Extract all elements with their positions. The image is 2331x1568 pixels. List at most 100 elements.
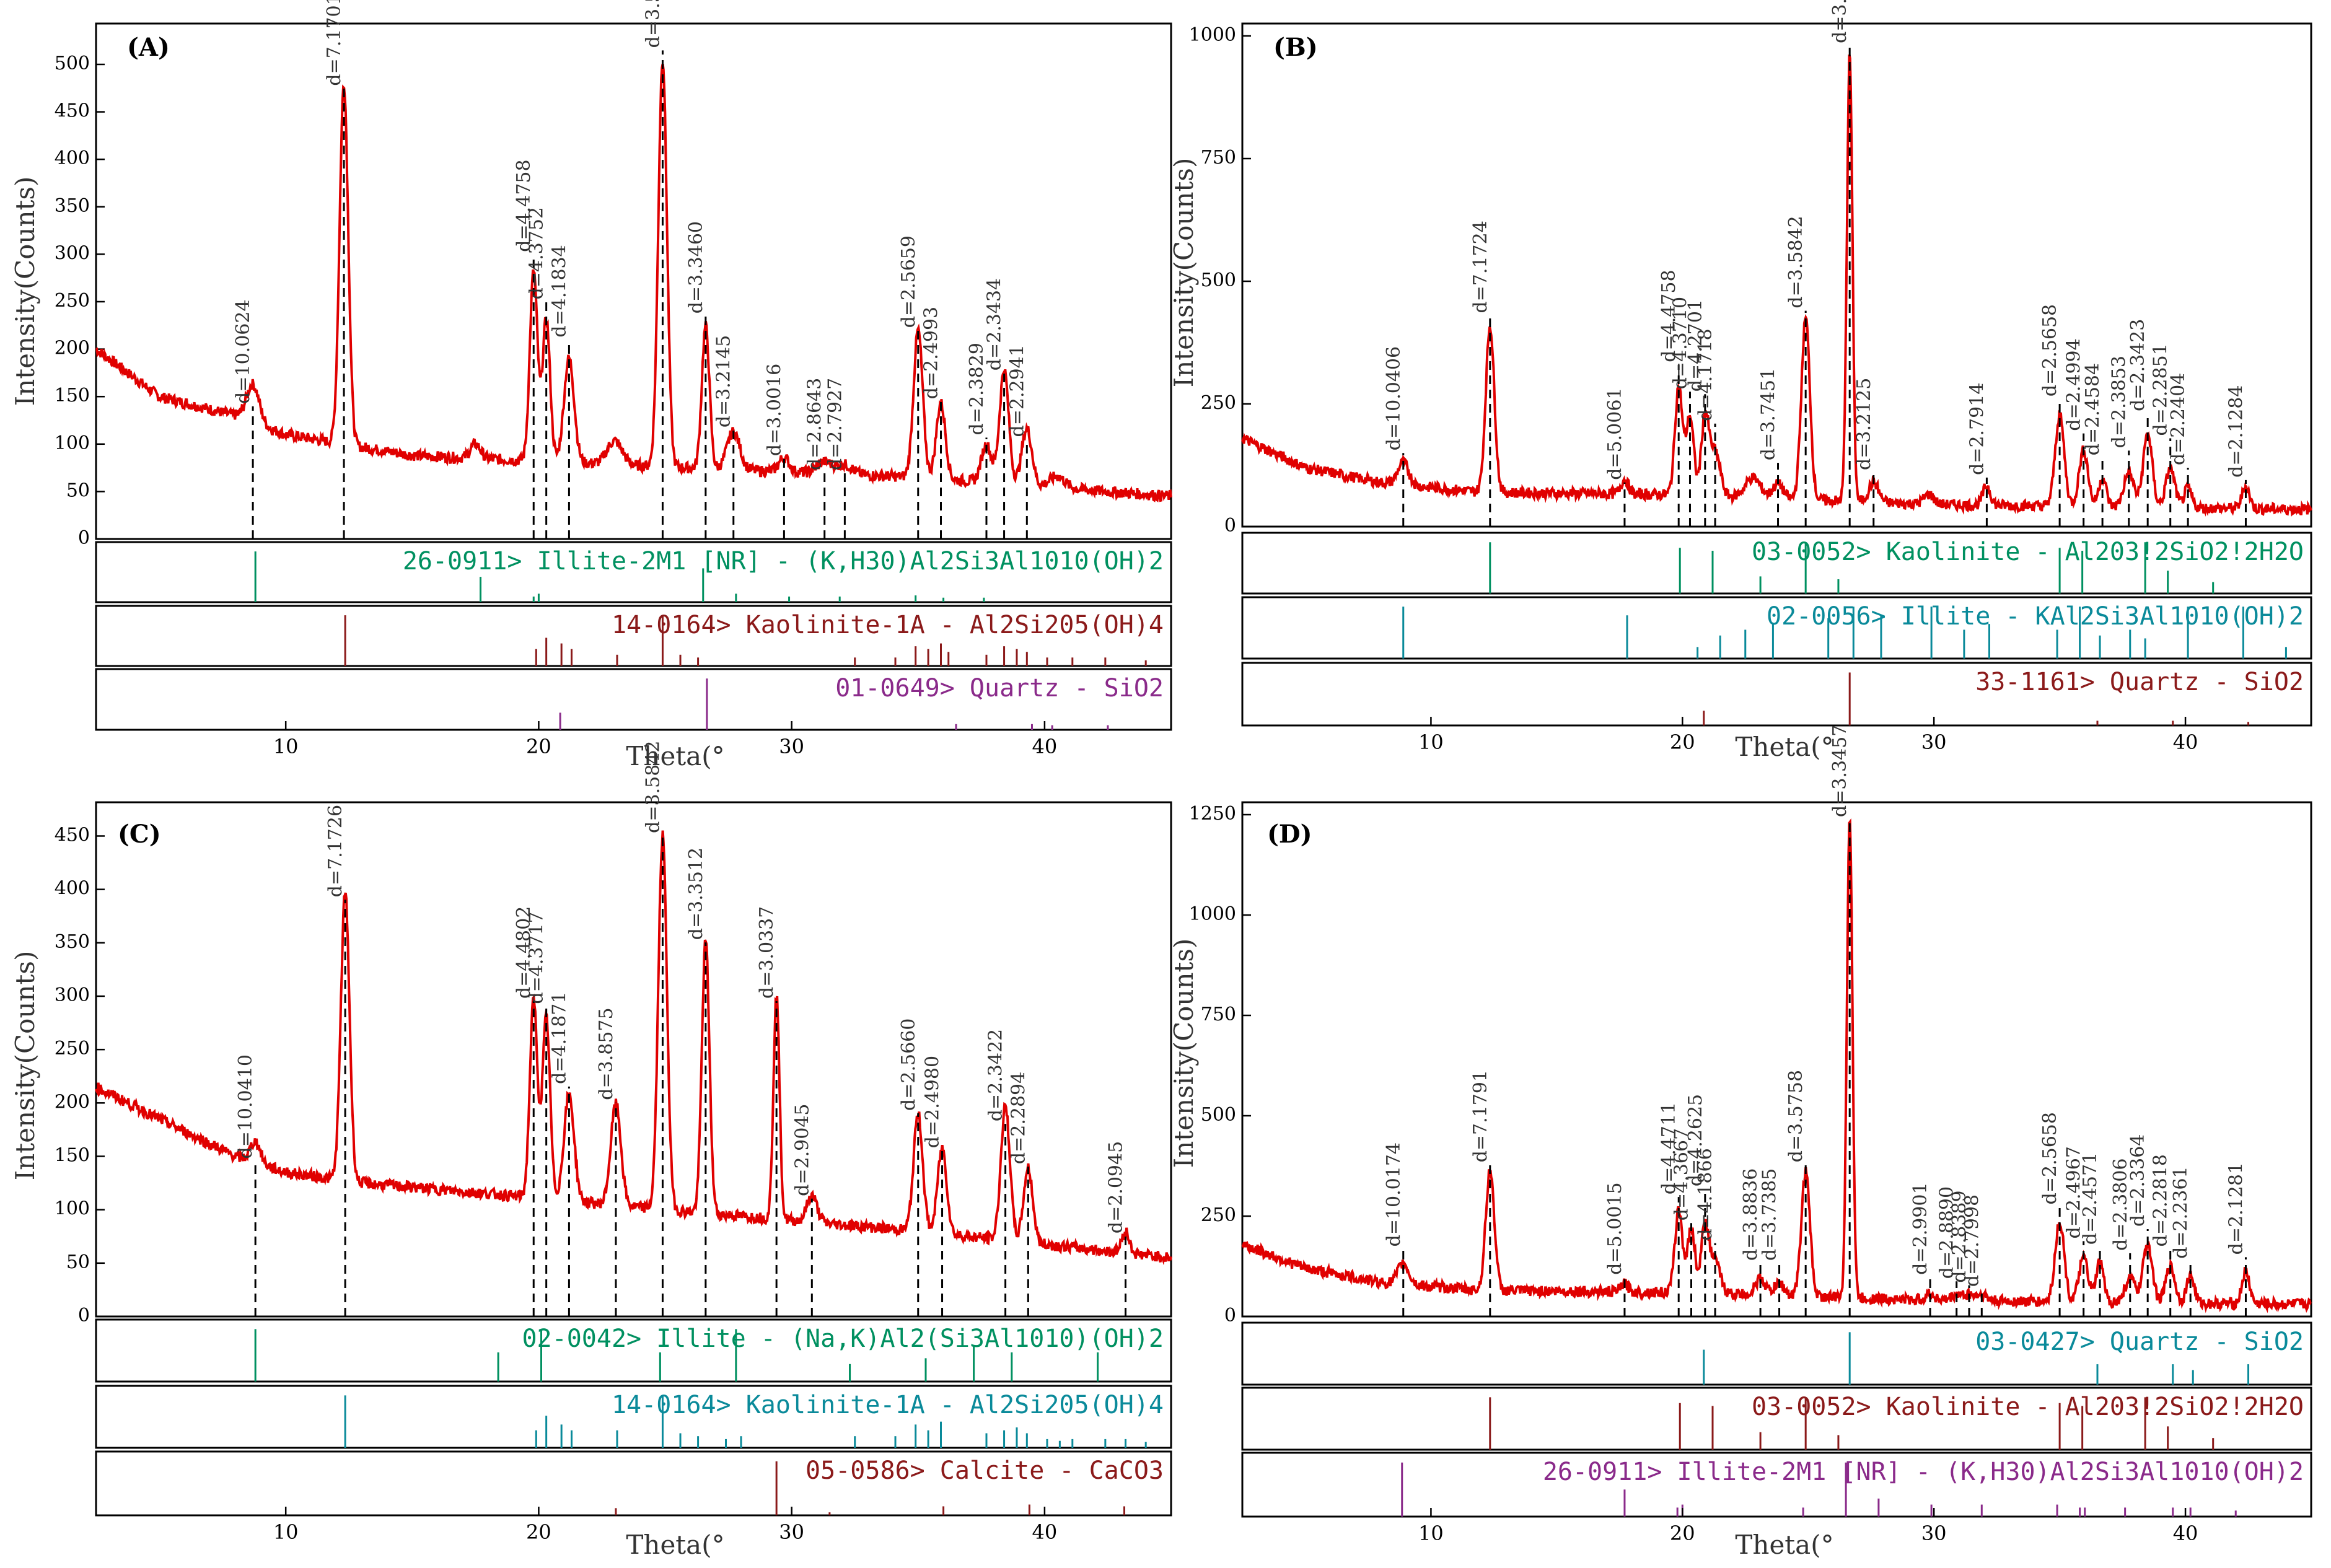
peak-d-spacing-label: d=3.7451 xyxy=(1758,368,1780,460)
peak-d-spacing-label: d=5.0061 xyxy=(1604,387,1626,480)
diffraction-pattern xyxy=(1241,54,2312,517)
peak-d-spacing-label: d=2.9045 xyxy=(791,1103,813,1196)
y-axis-title: Intensity(Counts) xyxy=(10,951,40,1181)
peak-d-spacing-label: d=3.5842 xyxy=(1785,216,1807,308)
x-tick-label: 40 xyxy=(2173,730,2198,754)
peak-d-spacing-label: d=4.3752 xyxy=(526,207,548,299)
x-tick-label: 40 xyxy=(1032,735,1058,758)
peak-d-spacing-label: d=3.5758 xyxy=(1785,1070,1807,1162)
y-axis-title: Intensity(Counts) xyxy=(10,177,40,406)
peak-d-spacing-label: d=10.0174 xyxy=(1383,1142,1405,1246)
y-tick-label: 200 xyxy=(55,1091,90,1113)
peak-d-spacing-label: d=4.3667 xyxy=(1671,1128,1693,1220)
y-tick-label: 300 xyxy=(55,242,90,264)
x-tick-label: 30 xyxy=(779,735,804,758)
peak-d-spacing-label: d=2.3806 xyxy=(2110,1158,2131,1251)
y-tick-label: 150 xyxy=(55,385,90,406)
panel-label: (C) xyxy=(118,820,161,849)
plot-frame xyxy=(1241,22,2312,528)
y-tick-label: 100 xyxy=(55,432,90,454)
y-tick-label: 250 xyxy=(55,1038,90,1059)
peak-d-spacing-label: d=2.8643 xyxy=(804,378,826,470)
x-tick-label: 10 xyxy=(1418,730,1444,754)
panel-label: (B) xyxy=(1273,33,1318,62)
y-tick-label: 1250 xyxy=(1189,803,1236,825)
peak-d-spacing-label: d=3.8575 xyxy=(595,1007,617,1100)
peak-d-spacing-label: d=3.5842 xyxy=(642,741,664,833)
y-tick-label: 200 xyxy=(55,338,90,359)
y-tick-label: 100 xyxy=(55,1198,90,1220)
plot-frame xyxy=(1241,801,2312,1318)
panel-label: (D) xyxy=(1267,820,1312,849)
peak-d-spacing-label: d=2.3423 xyxy=(2127,319,2149,411)
peak-d-spacing-label: d=3.7385 xyxy=(1759,1168,1781,1261)
reference-pattern-box xyxy=(1241,1321,2312,1386)
peak-d-spacing-label: d=2.4571 xyxy=(2079,1152,2101,1245)
y-tick-label: 1000 xyxy=(1189,24,1236,46)
y-tick-label: 0 xyxy=(78,1305,90,1326)
reference-pattern-box xyxy=(95,1450,1172,1517)
x-axis-title: Theta(° xyxy=(626,741,724,771)
reference-pattern-box xyxy=(1241,1386,2312,1451)
peak-d-spacing-label: d=7.1791 xyxy=(1470,1070,1491,1162)
reference-pattern-label: 14-0164> Kaolinite-1A - Al2Si205(OH)4 xyxy=(612,611,1164,639)
reference-pattern-label: 26-0911> Illite-2M1 [NR] - (K,H30)Al2Si3… xyxy=(1543,1458,2304,1486)
peak-d-spacing-label: d=2.0945 xyxy=(1105,1141,1127,1233)
panel-label: (A) xyxy=(127,33,170,62)
peak-d-spacing-label: d=2.4993 xyxy=(921,307,942,399)
y-tick-label: 50 xyxy=(66,1251,90,1273)
peak-d-spacing-label: d=3.0016 xyxy=(763,364,785,456)
y-tick-label: 0 xyxy=(1224,1305,1236,1326)
peak-d-spacing-label: d=2.3422 xyxy=(985,1029,1007,1121)
peak-d-spacing-label: d=4.1866 xyxy=(1695,1148,1716,1240)
peak-d-spacing-label: d=4.4758 xyxy=(513,159,535,252)
peak-d-spacing-label: d=2.7927 xyxy=(824,378,846,470)
peak-d-spacing-label: d=10.0406 xyxy=(1383,346,1405,450)
peak-d-spacing-label: d=2.5660 xyxy=(898,1018,920,1111)
peak-d-spacing-label: d=5.0015 xyxy=(1604,1182,1626,1274)
peak-d-spacing-label: d=3.2145 xyxy=(713,335,735,427)
peak-d-spacing-label: d=2.5658 xyxy=(2039,304,2061,396)
reference-pattern-box xyxy=(1241,662,2312,727)
peak-d-spacing-label: d=2.2818 xyxy=(2150,1154,2172,1246)
y-tick-label: 0 xyxy=(78,527,90,549)
x-tick-label: 30 xyxy=(1921,730,1947,754)
reference-pattern-box xyxy=(95,1385,1172,1449)
peak-d-spacing-label: d=3.5814 xyxy=(642,0,664,48)
y-tick-label: 50 xyxy=(66,480,90,501)
reference-pattern-box xyxy=(1241,596,2312,660)
peak-d-spacing-label: d=3.3460 xyxy=(685,221,707,313)
peak-d-spacing-label: d=4.1834 xyxy=(548,245,570,337)
reference-pattern-label: 01-0649> Quartz - SiO2 xyxy=(835,674,1164,703)
x-tick-label: 20 xyxy=(1670,730,1695,754)
peak-d-spacing-label: d=2.4967 xyxy=(2063,1146,2085,1238)
peak-d-spacing-label: d=4.4802 xyxy=(513,906,535,999)
chart-panel: (D) 0 250 500 750 1000 1250 Intensity(Counts) d=… xyxy=(1169,725,2312,1560)
peak-d-spacing-label: d=2.1284 xyxy=(2225,385,2247,478)
plot-frame xyxy=(95,22,1172,540)
peak-d-spacing-label: d=10.0624 xyxy=(232,299,254,403)
peak-d-spacing-label: d=4.1718 xyxy=(1695,328,1716,421)
peak-d-spacing-label: d=7.1701 xyxy=(323,0,345,86)
peak-d-spacing-label: d=2.2404 xyxy=(2167,373,2189,465)
y-tick-label: 150 xyxy=(55,1144,90,1166)
reference-pattern-label: 05-0586> Calcite - CaCO3 xyxy=(806,1456,1164,1485)
peak-d-spacing-label: d=3.2125 xyxy=(1853,378,1875,470)
peak-d-spacing-label: d=2.3364 xyxy=(2127,1134,2149,1227)
peak-d-spacing-label: d=3.0337 xyxy=(756,906,778,999)
x-axis-title: Theta(° xyxy=(1735,1530,1833,1560)
x-tick-label: 20 xyxy=(1670,1522,1695,1545)
peak-d-spacing-label: d=4.3710 xyxy=(1669,297,1691,389)
x-tick-label: 40 xyxy=(2173,1522,2198,1545)
y-tick-label: 400 xyxy=(55,878,90,900)
peak-d-spacing-label: d=3.3512 xyxy=(685,848,707,940)
peak-d-spacing-label: d=2.4994 xyxy=(2063,338,2085,431)
reference-pattern-label: 26-0911> Illite-2M1 [NR] - (K,H30)Al2Si3… xyxy=(403,547,1164,576)
peak-d-spacing-label: d=4.2701 xyxy=(1685,299,1706,392)
diffraction-pattern xyxy=(95,63,1172,502)
peak-d-spacing-label: d=4.2625 xyxy=(1685,1094,1706,1186)
reference-pattern-label: 14-0164> Kaolinite-1A - Al2Si205(OH)4 xyxy=(612,1391,1164,1419)
reference-pattern-label: 03-0052> Kaolinite - Al203!2SiO2!2H2O xyxy=(1752,1393,2304,1421)
y-tick-label: 750 xyxy=(1201,1004,1236,1025)
peak-d-spacing-label: d=2.2894 xyxy=(1007,1072,1029,1164)
